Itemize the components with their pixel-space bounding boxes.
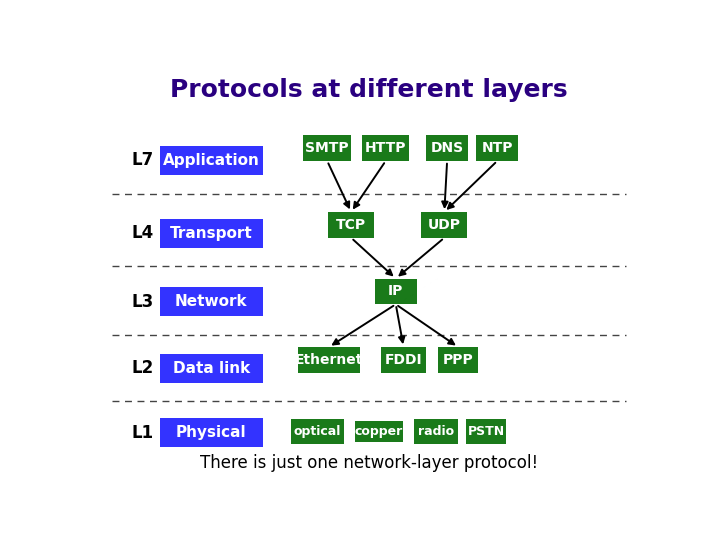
Text: UDP: UDP [428, 218, 461, 232]
Text: HTTP: HTTP [365, 141, 407, 155]
FancyBboxPatch shape [375, 279, 417, 305]
FancyBboxPatch shape [303, 135, 351, 161]
FancyBboxPatch shape [160, 418, 263, 447]
Text: NTP: NTP [482, 141, 513, 155]
Text: Physical: Physical [176, 426, 247, 440]
Text: radio: radio [418, 425, 454, 438]
FancyBboxPatch shape [477, 135, 518, 161]
Text: TCP: TCP [336, 218, 366, 232]
Text: Data link: Data link [173, 361, 250, 376]
Text: Ethernet: Ethernet [294, 353, 363, 367]
FancyBboxPatch shape [382, 347, 426, 373]
Text: There is just one network-layer protocol!: There is just one network-layer protocol… [200, 454, 538, 472]
FancyBboxPatch shape [298, 347, 359, 373]
FancyBboxPatch shape [160, 287, 263, 316]
Text: SMTP: SMTP [305, 141, 349, 155]
Text: DNS: DNS [431, 141, 464, 155]
Text: L4: L4 [132, 224, 154, 242]
FancyBboxPatch shape [356, 421, 402, 442]
Text: L3: L3 [132, 293, 154, 311]
FancyBboxPatch shape [426, 135, 468, 161]
Text: PPP: PPP [443, 353, 474, 367]
Text: Transport: Transport [170, 226, 253, 241]
Text: Application: Application [163, 153, 260, 168]
FancyBboxPatch shape [421, 212, 467, 238]
FancyBboxPatch shape [160, 219, 263, 248]
FancyBboxPatch shape [291, 418, 344, 444]
Text: copper: copper [355, 425, 403, 438]
FancyBboxPatch shape [328, 212, 374, 238]
Text: Network: Network [175, 294, 248, 309]
FancyBboxPatch shape [466, 418, 506, 444]
FancyBboxPatch shape [362, 135, 410, 161]
Text: Protocols at different layers: Protocols at different layers [170, 78, 568, 102]
Text: FDDI: FDDI [384, 353, 423, 367]
FancyBboxPatch shape [160, 146, 263, 175]
FancyBboxPatch shape [413, 418, 458, 444]
FancyBboxPatch shape [438, 347, 478, 373]
Text: L7: L7 [132, 151, 154, 170]
Text: optical: optical [294, 425, 341, 438]
Text: IP: IP [388, 285, 403, 299]
Text: L1: L1 [132, 424, 154, 442]
Text: L2: L2 [132, 359, 154, 377]
Text: PSTN: PSTN [467, 425, 505, 438]
FancyBboxPatch shape [160, 354, 263, 383]
